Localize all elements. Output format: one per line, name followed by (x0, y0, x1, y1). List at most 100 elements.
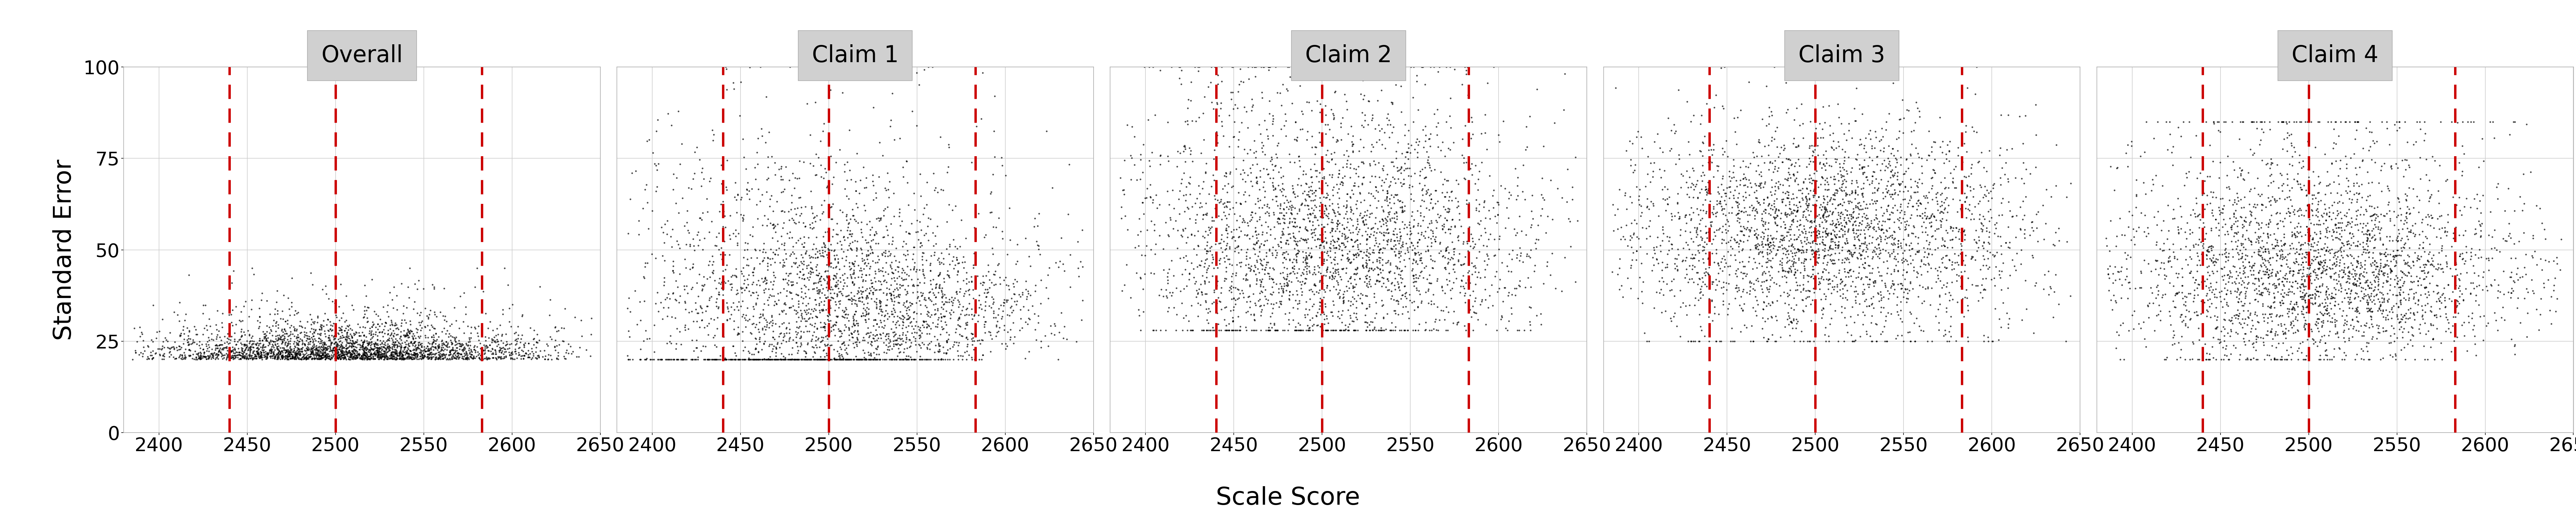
Point (1262, 285, 1303, 293)
Point (1370, 267, 1412, 276)
Point (2293, 268, 2334, 276)
Point (845, 355, 886, 364)
Point (2331, 198, 2372, 207)
Point (922, 313, 963, 321)
Point (693, 269, 734, 278)
Point (2308, 203, 2349, 212)
Point (1453, 263, 1494, 271)
Point (1716, 211, 1757, 219)
Point (1829, 259, 1870, 267)
Point (1211, 295, 1252, 303)
Point (222, 307, 263, 316)
Point (1376, 63, 1417, 71)
Point (2254, 235, 2295, 244)
Point (737, 355, 778, 364)
Point (1324, 210, 1365, 218)
Point (842, 277, 884, 285)
Point (1265, 249, 1306, 257)
Point (1749, 165, 1790, 174)
Point (1334, 250, 1376, 258)
Point (2380, 244, 2421, 252)
Point (1242, 63, 1283, 71)
Point (1741, 115, 1783, 123)
Point (1795, 163, 1837, 171)
Point (1674, 224, 1716, 232)
Point (397, 309, 438, 317)
Point (343, 345, 384, 353)
Point (2244, 279, 2285, 287)
Point (1432, 248, 1473, 256)
Point (1806, 337, 1847, 345)
Point (2298, 324, 2339, 333)
Point (1180, 63, 1221, 71)
Point (1455, 280, 1497, 288)
Point (1136, 204, 1177, 212)
Point (2022, 285, 2063, 293)
Point (428, 327, 469, 335)
Point (1631, 159, 1672, 167)
Point (2254, 196, 2295, 204)
Point (1236, 174, 1278, 182)
Point (1368, 186, 1409, 195)
Point (2360, 210, 2401, 218)
Point (155, 355, 196, 363)
Point (410, 355, 451, 363)
Point (1303, 237, 1345, 245)
Point (1767, 247, 1808, 255)
Point (222, 350, 263, 358)
Point (2360, 288, 2401, 297)
Point (384, 351, 425, 359)
Point (2246, 263, 2287, 271)
Point (343, 349, 384, 357)
Point (1394, 197, 1435, 205)
Point (1327, 234, 1368, 242)
Point (1700, 206, 1741, 214)
Point (1252, 209, 1293, 217)
Point (482, 347, 523, 355)
Point (353, 318, 394, 327)
Point (2280, 118, 2321, 126)
Point (312, 353, 353, 361)
Point (260, 335, 301, 343)
Point (811, 294, 853, 302)
Point (1355, 229, 1396, 237)
Point (2432, 118, 2473, 126)
Point (1025, 284, 1066, 292)
Point (1803, 252, 1844, 261)
Point (1347, 266, 1388, 274)
Point (1139, 232, 1180, 240)
Point (732, 268, 773, 277)
Point (402, 284, 443, 293)
Point (791, 335, 832, 344)
Point (404, 351, 446, 359)
Point (319, 337, 361, 345)
Point (2205, 298, 2246, 306)
Point (1381, 242, 1422, 250)
Point (817, 313, 858, 321)
Point (2244, 245, 2285, 253)
Point (1334, 251, 1376, 260)
Point (1656, 267, 1698, 275)
Point (1347, 224, 1388, 232)
Point (394, 332, 435, 340)
Point (1378, 197, 1419, 205)
Point (799, 355, 840, 364)
Point (209, 335, 250, 344)
Point (268, 294, 309, 302)
Point (1772, 294, 1814, 302)
Point (878, 290, 920, 299)
Point (1785, 197, 1826, 205)
Point (2383, 333, 2424, 341)
Point (863, 316, 904, 324)
Point (2195, 290, 2236, 298)
Point (2396, 256, 2437, 265)
Point (1306, 189, 1347, 197)
Point (1515, 245, 1556, 253)
Point (909, 308, 951, 316)
Point (1455, 309, 1497, 317)
Point (1667, 167, 1708, 175)
Title: Claim 1: Claim 1 (811, 44, 899, 67)
Point (721, 269, 762, 278)
Point (827, 341, 868, 349)
Point (1337, 220, 1378, 228)
